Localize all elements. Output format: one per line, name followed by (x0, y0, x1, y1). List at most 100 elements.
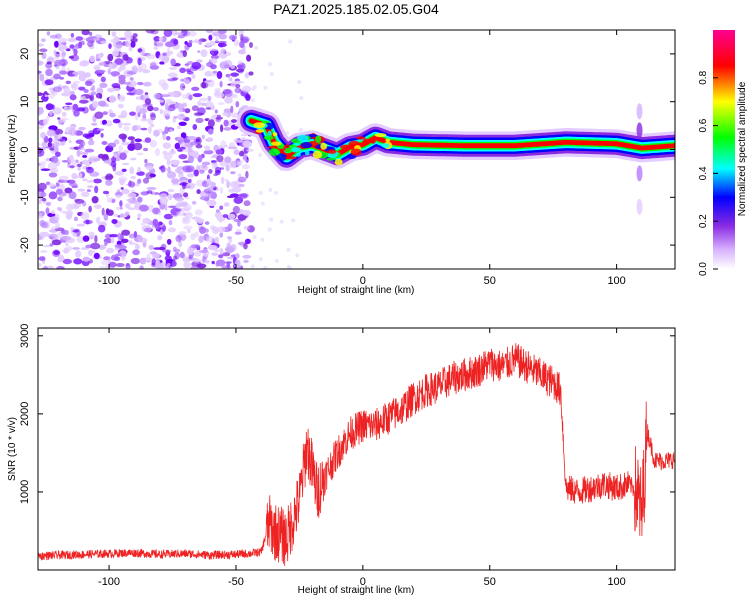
noise-speck (162, 52, 167, 57)
noise-speck (222, 112, 228, 116)
noise-speck (58, 44, 65, 52)
noise-speck (199, 226, 206, 234)
noise-speck (245, 170, 249, 179)
noise-speck (206, 181, 216, 190)
noise-speck (157, 128, 164, 134)
ridge-blob (308, 134, 317, 138)
noise-speck (206, 137, 214, 142)
noise-speck (177, 125, 181, 130)
noise-speck (110, 254, 119, 261)
noise-speck (38, 43, 44, 47)
noise-speck (288, 39, 293, 44)
noise-speck (172, 246, 177, 253)
noise-speck (233, 196, 244, 204)
noise-speck (162, 132, 166, 141)
noise-speck (166, 159, 171, 166)
noise-speck (39, 231, 50, 237)
noise-speck (137, 166, 141, 173)
ridge-blob (381, 143, 390, 149)
noise-speck (82, 133, 90, 138)
noise-speck (142, 217, 151, 224)
noise-speck (118, 37, 127, 41)
noise-speck (207, 119, 215, 128)
noise-speck (76, 107, 86, 112)
noise-speck (298, 127, 303, 132)
noise-speck (63, 86, 71, 95)
noise-speck (177, 201, 182, 205)
noise-speck (206, 42, 211, 47)
noise-speck (235, 83, 241, 89)
noise-speck (77, 166, 81, 171)
noise-speck (49, 110, 53, 116)
noise-speck (144, 159, 148, 164)
x-tick-label: -100 (98, 576, 120, 588)
noise-speck (178, 121, 187, 127)
noise-speck (132, 249, 140, 256)
noise-speck (91, 85, 95, 92)
noise-speck (133, 231, 138, 238)
ridge-blob (284, 147, 293, 154)
noise-speck (85, 80, 93, 87)
noise-speck (201, 134, 205, 140)
noise-speck (183, 216, 189, 223)
snr-x-ticks: -100 -50 0 50 100 (98, 328, 626, 588)
noise-speck (74, 199, 85, 204)
noise-speck (63, 105, 68, 110)
noise-speck (178, 231, 187, 236)
noise-speck (269, 217, 274, 222)
noise-speck (77, 188, 86, 192)
noise-speck (96, 58, 101, 62)
noise-speck (193, 112, 204, 117)
noise-speck (85, 244, 93, 249)
noise-speck (48, 137, 53, 143)
noise-speck (157, 235, 163, 241)
noise-speck (76, 149, 81, 157)
noise-speck (208, 34, 213, 41)
noise-speck (93, 178, 102, 184)
noise-speck (128, 207, 136, 211)
noise-speck (195, 117, 204, 124)
colorbar-tick-label: 0.2 (698, 214, 709, 228)
noise-speck (184, 63, 190, 66)
noise-speck (215, 116, 224, 120)
noise-speck (191, 86, 200, 91)
noise-speck (111, 199, 116, 203)
noise-speck (111, 156, 117, 163)
noise-speck (81, 30, 90, 36)
noise-speck (117, 232, 122, 241)
noise-speck (96, 128, 105, 131)
ridge-blob (636, 122, 643, 139)
noise-speck (219, 232, 224, 238)
noise-speck (74, 216, 78, 222)
noise-speck (111, 219, 118, 224)
noise-speck (159, 99, 164, 103)
noise-speck (94, 111, 104, 119)
noise-speck (154, 148, 160, 157)
snr-panel: -100 -50 0 50 100 1000 2000 3000 Height of str… (7, 324, 676, 596)
noise-speck (120, 110, 128, 118)
noise-speck (46, 115, 50, 122)
noise-speck (97, 73, 102, 77)
noise-speck (163, 30, 173, 37)
noise-speck (198, 38, 203, 46)
noise-speck (258, 191, 263, 195)
noise-speck (41, 38, 46, 42)
noise-speck (51, 239, 62, 246)
noise-speck (85, 219, 90, 225)
noise-speck (242, 164, 250, 170)
noise-speck (204, 145, 211, 151)
noise-speck (96, 216, 101, 224)
noise-speck (188, 31, 197, 37)
noise-speck (153, 45, 159, 51)
noise-speck (213, 173, 218, 177)
noise-speck (42, 197, 47, 202)
noise-speck (178, 154, 188, 160)
noise-speck (40, 250, 48, 253)
noise-speck (44, 94, 48, 98)
noise-speck (134, 113, 139, 121)
noise-speck (161, 82, 169, 91)
noise-speck (236, 64, 244, 69)
noise-speck (200, 49, 208, 58)
noise-speck (49, 236, 54, 240)
noise-speck (45, 103, 54, 111)
